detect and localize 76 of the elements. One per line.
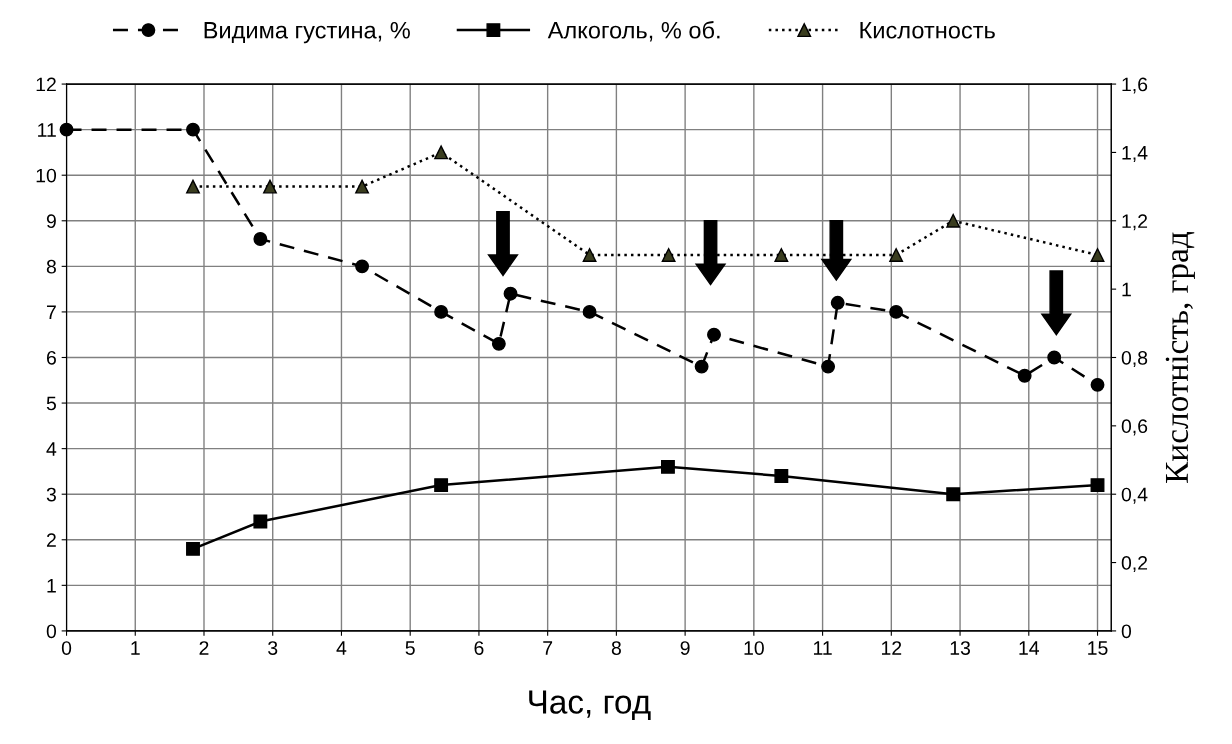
point [434,304,449,319]
y2-tick-label: 0,8 [1121,350,1148,368]
x-tick-label: 3 [268,641,278,655]
y2-tick-label: 1,4 [1122,146,1148,162]
point [774,469,789,483]
y-tick-label: 10 [36,168,57,183]
point [946,213,961,228]
point [946,487,961,502]
y-tick-label: 9 [46,214,56,229]
point [186,179,200,194]
y-tick-label: 7 [46,305,56,319]
x-axis-title: Час, год [529,690,651,721]
legend-label: Кислотность [860,22,995,39]
point [774,248,789,262]
point [434,145,449,160]
x-tick-label: 14 [1019,641,1040,655]
point [1047,350,1062,365]
point [889,248,904,262]
legend-label: Алкоголь, % об. [547,21,720,42]
point [434,478,449,493]
x-tick-label: 13 [950,641,971,655]
legend-label: Видима густина, % [204,21,410,44]
point [59,122,74,137]
y2-tick-label: 0,4 [1121,487,1148,504]
x-tick-label: 10 [744,641,764,655]
point [582,304,597,319]
y2-axis-title: Кислотність, град [1165,231,1195,483]
x-tick-label: 9 [680,641,690,655]
y-tick-label: 0 [46,624,57,639]
y2-tick-label: 1 [1122,282,1131,297]
x-tick-label: 6 [474,641,484,655]
x-tick-label: 11 [813,641,832,655]
point [660,459,675,474]
y2-tick-label: 1,2 [1122,214,1148,231]
point [821,359,836,374]
y-tick-label: 1 [47,579,56,593]
y2-tick-label: 0,6 [1121,419,1148,436]
y-tick-label: 4 [46,442,57,456]
point [253,514,268,529]
point [186,122,200,137]
point [253,232,268,246]
x-tick-label: 0 [61,641,72,655]
point [707,327,721,342]
point [491,336,506,351]
x-tick-label: 12 [881,641,902,655]
y2-tick-label: 0,2 [1121,556,1148,573]
point [1090,248,1105,262]
point [503,286,518,301]
x-tick-label: 2 [199,641,209,655]
point [1090,478,1105,493]
point [1017,368,1032,383]
point [355,259,370,274]
point [830,295,845,310]
y2-tick-label: 1,6 [1122,77,1148,94]
point [355,179,370,194]
y-tick-label: 8 [46,259,56,274]
y-tick-label: 11 [38,123,56,137]
point [186,541,200,556]
point [263,179,277,194]
y-tick-label: 2 [46,533,56,547]
x-tick-label: 1 [131,641,140,655]
x-tick-label: 7 [543,641,553,655]
x-tick-label: 15 [1088,641,1108,655]
y2-tick-label: 0 [1121,624,1132,639]
y-tick-label: 3 [46,487,56,502]
point [694,359,709,374]
point [661,248,676,262]
point [582,248,597,262]
y-tick-label: 12 [36,77,56,92]
point [889,304,904,319]
y-tick-label: 6 [46,350,56,365]
x-tick-label: 8 [611,641,621,655]
x-tick-label: 4 [336,641,347,655]
point [1090,377,1105,392]
y-tick-label: 5 [46,396,56,411]
x-tick-label: 5 [405,641,415,655]
